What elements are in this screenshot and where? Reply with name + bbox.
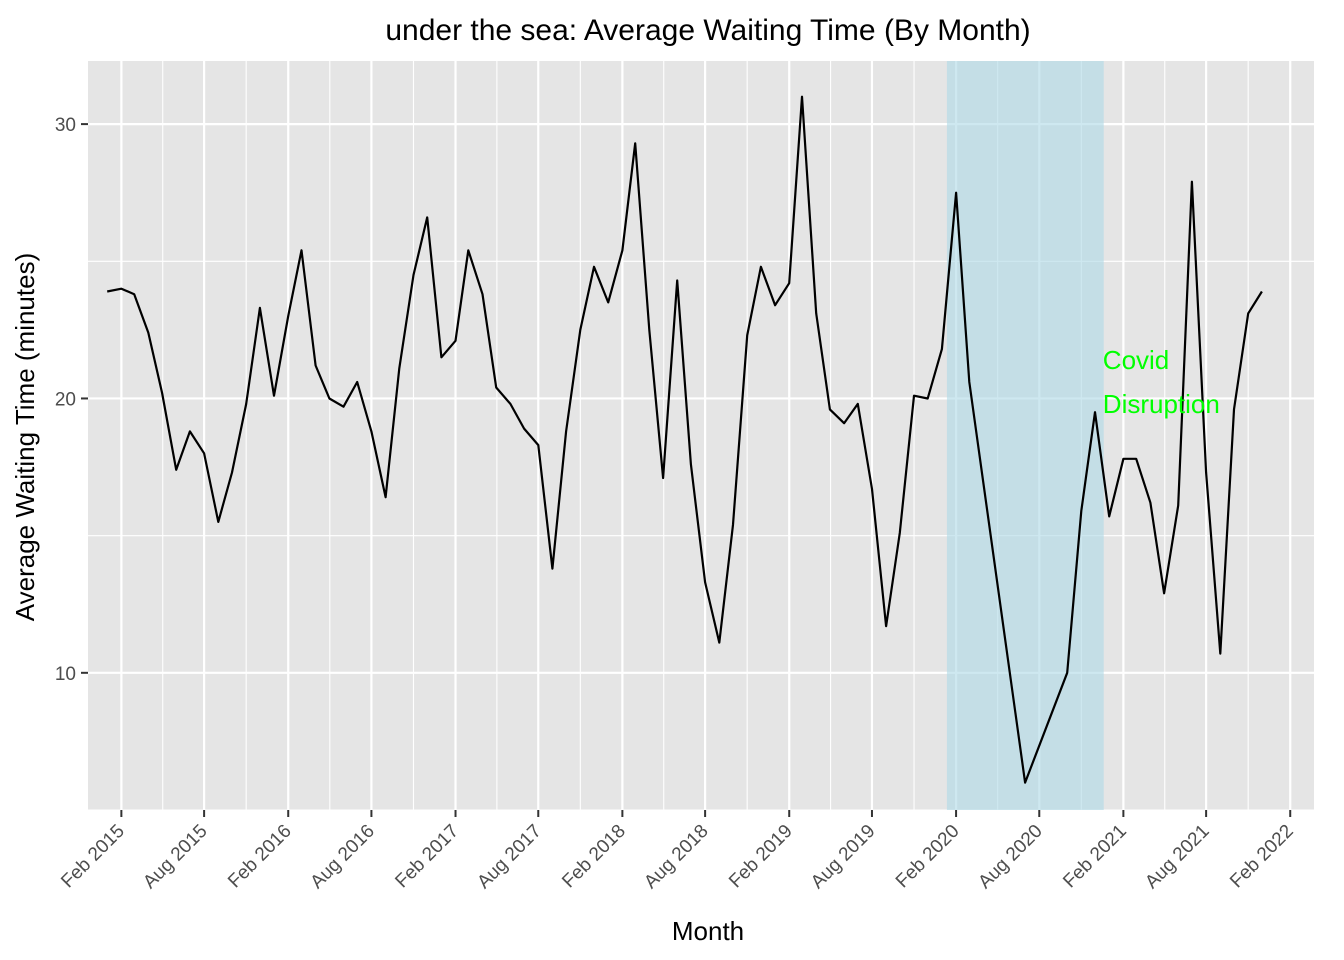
y-tick-label: 10 — [55, 664, 76, 685]
covid-highlight-band — [946, 61, 1104, 810]
annotation-line-1: Disruption — [1103, 389, 1220, 419]
y-tick-label: 20 — [55, 389, 76, 410]
x-axis-title: Month — [672, 916, 744, 946]
highlight-layer — [946, 61, 1104, 810]
x-axis: Feb 2015 Aug 2015 Feb 2016 Aug 2016 Feb 2017… — [57, 810, 1298, 893]
x-tick-label: Aug 2018 — [640, 821, 712, 893]
x-tick-label: Feb 2016 — [224, 821, 296, 893]
series-line-0 — [106, 95, 1263, 784]
x-tick-label: Feb 2017 — [391, 821, 463, 893]
y-tick-label: 30 — [55, 115, 76, 136]
y-axis: 10 20 30 — [55, 115, 88, 685]
x-tick-label: Aug 2021 — [1141, 821, 1213, 893]
x-tick-label: Feb 2018 — [558, 821, 630, 893]
series-layer — [106, 95, 1263, 784]
x-tick-label: Aug 2017 — [473, 821, 545, 893]
x-tick-label: Aug 2020 — [974, 821, 1046, 893]
x-tick-label: Feb 2020 — [892, 821, 964, 893]
annotation-layer: Covid Disruption — [1103, 345, 1220, 419]
y-axis-title: Average Waiting Time (minutes) — [10, 253, 40, 621]
x-tick-label: Aug 2019 — [807, 821, 879, 893]
x-tick-label: Feb 2019 — [725, 821, 797, 893]
plot-panel — [88, 61, 1314, 810]
x-tick-label: Feb 2022 — [1226, 821, 1298, 893]
x-tick-label: Feb 2015 — [57, 821, 129, 893]
x-tick-label: Aug 2015 — [139, 821, 211, 893]
x-tick-label: Feb 2021 — [1059, 821, 1131, 893]
x-tick-label: Aug 2016 — [307, 821, 379, 893]
chart-title: under the sea: Average Waiting Time (By … — [385, 14, 1030, 47]
annotation-line-0: Covid — [1103, 345, 1169, 375]
